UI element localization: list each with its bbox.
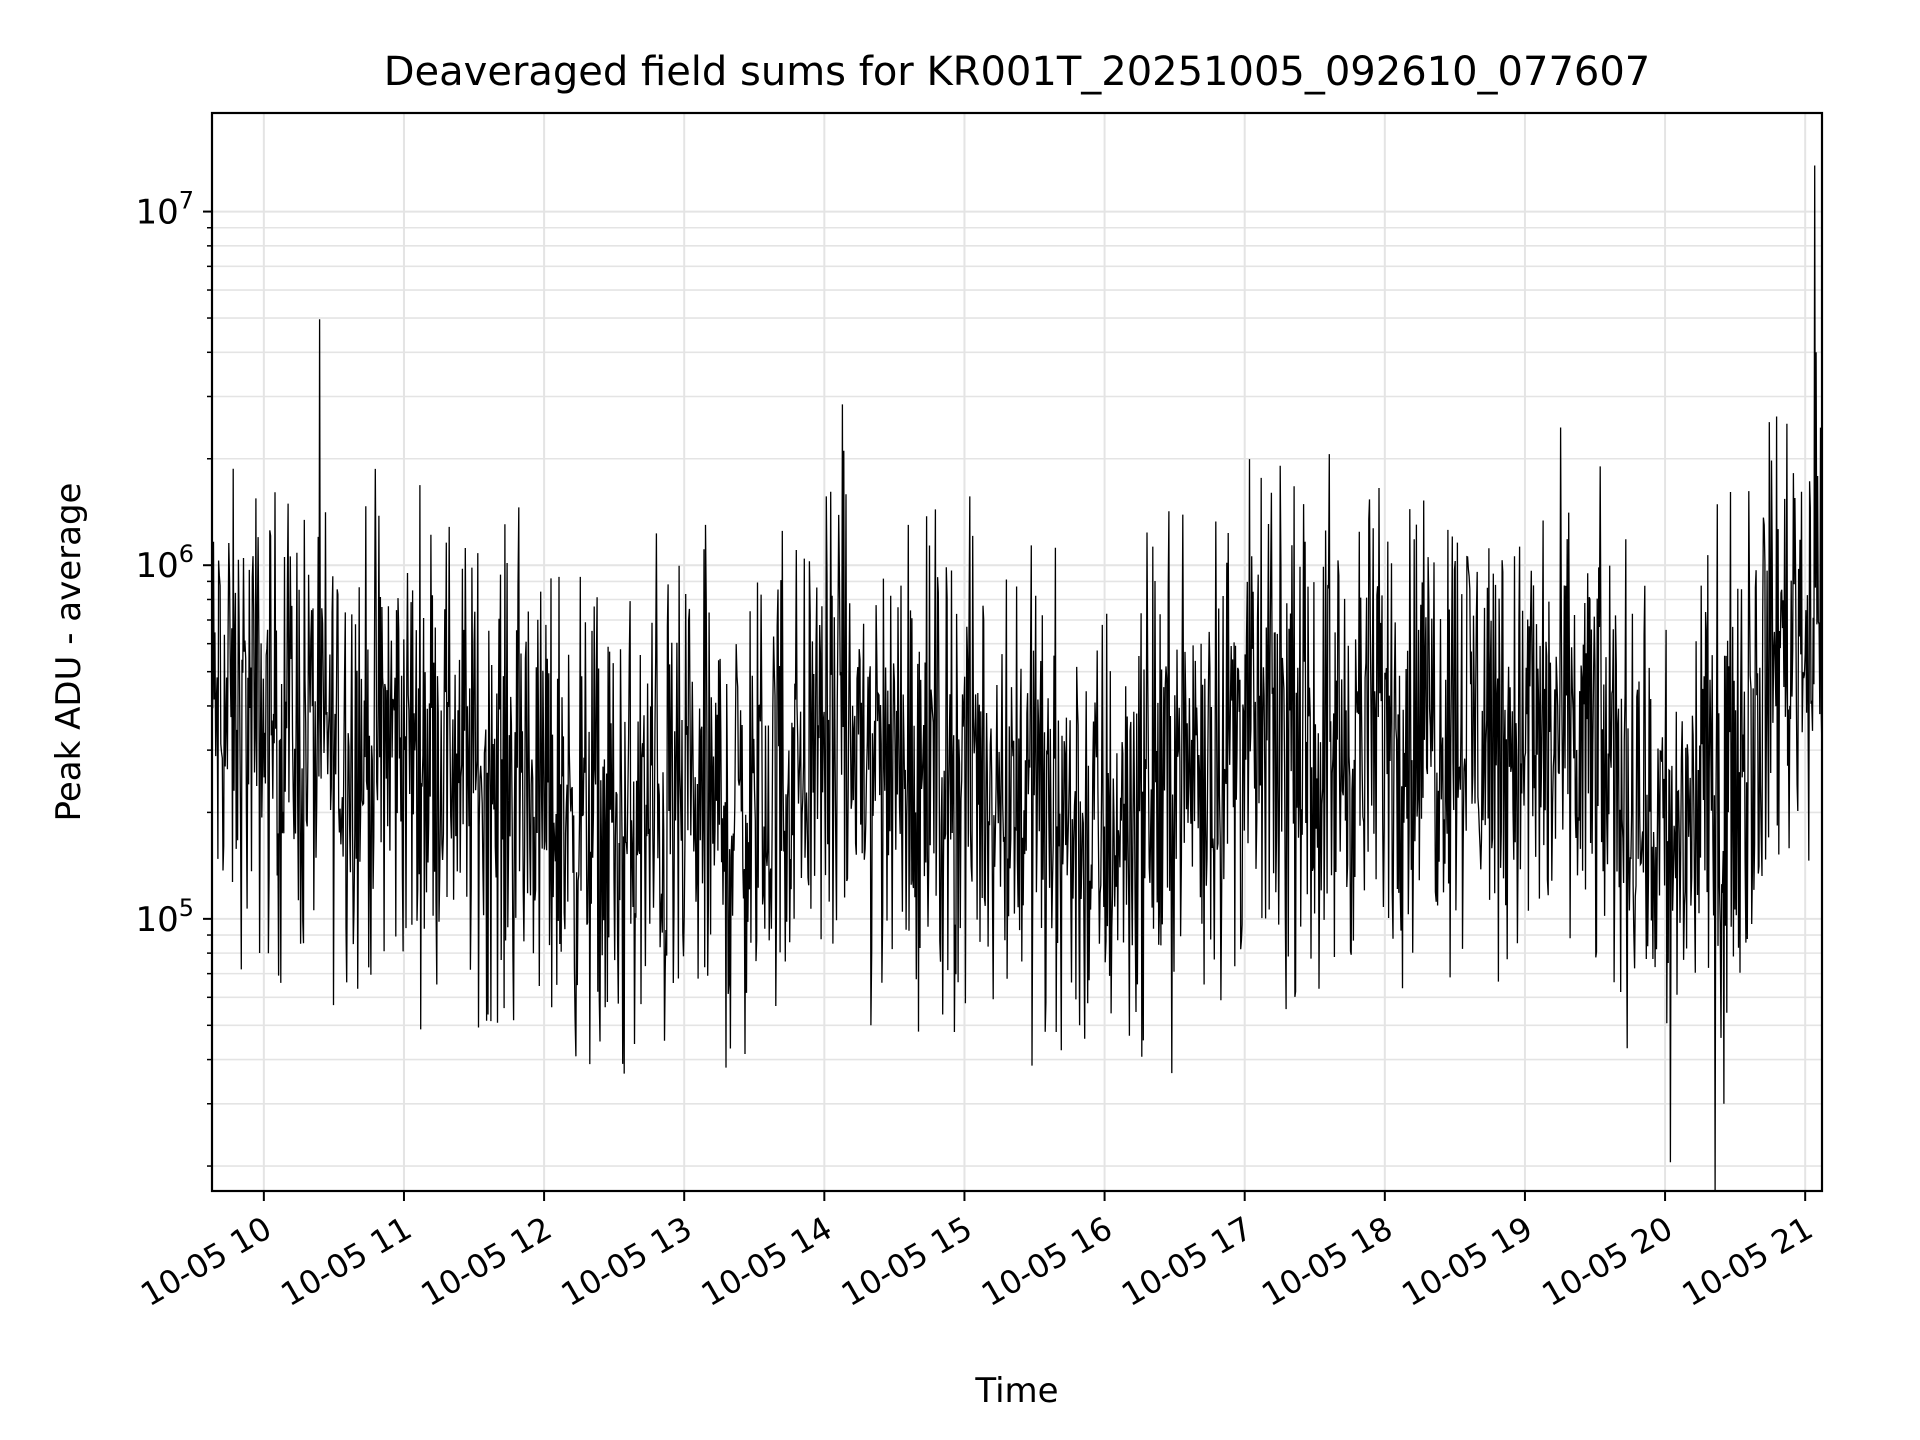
y-tick-label-base: 10 [135, 900, 178, 940]
y-tick-label: 105 [135, 894, 194, 940]
y-tick-label-base: 10 [135, 546, 178, 586]
y-tick-label-exponent: 7 [179, 187, 194, 215]
y-tick-label-exponent: 5 [179, 894, 194, 922]
y-tick-label-base: 10 [135, 193, 178, 233]
y-tick-label: 106 [135, 540, 194, 586]
x-axis-label: Time [974, 1371, 1058, 1411]
y-tick-label-exponent: 6 [179, 540, 194, 568]
plot-frame [210, 111, 1824, 1193]
data-series-line [211, 165, 1823, 1192]
series-layer [211, 165, 1823, 1192]
y-axis-label: Peak ADU - average [49, 483, 89, 822]
y-tick-label: 107 [135, 187, 194, 233]
chart-title: Deaveraged field sums for KR001T_2025100… [384, 49, 1651, 95]
